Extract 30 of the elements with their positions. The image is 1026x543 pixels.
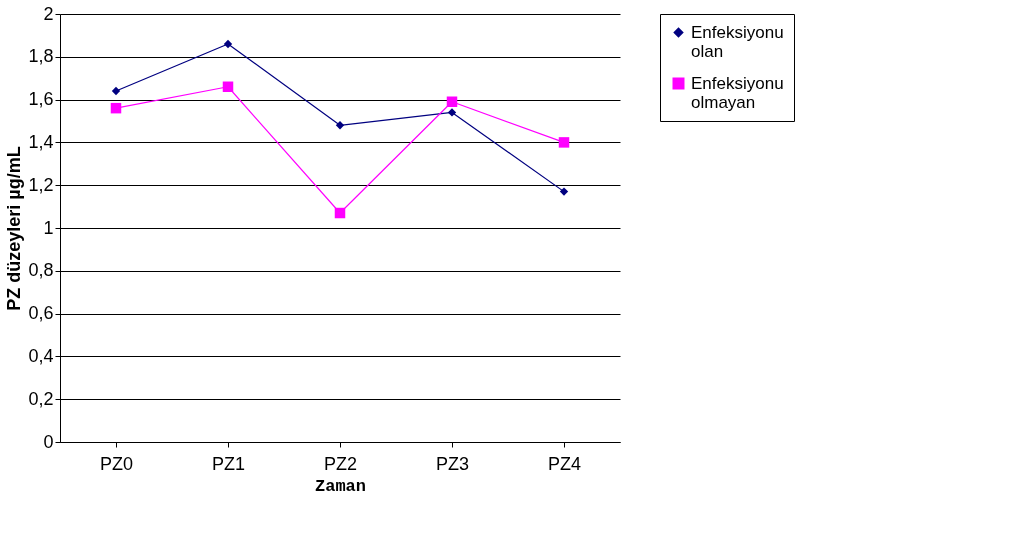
x-axis-title: Zaman bbox=[314, 476, 367, 496]
point bbox=[559, 187, 569, 196]
y-tick-label: 0,6 bbox=[28, 303, 54, 324]
y-tick-label: 1,6 bbox=[28, 89, 54, 110]
y-tick-label: 1 bbox=[43, 217, 54, 238]
x-tick-label: PZ3 bbox=[435, 453, 470, 474]
y-tick-label: 2 bbox=[43, 3, 54, 24]
point bbox=[334, 207, 346, 219]
legend-label: Enfeksiyonu olan bbox=[691, 22, 784, 61]
y-axis-title: PZ düzeyleri µg/mL bbox=[4, 146, 25, 311]
y-tick-label: 0,2 bbox=[28, 388, 54, 409]
x-tick-label: PZ0 bbox=[99, 453, 134, 474]
point bbox=[446, 96, 458, 107]
point bbox=[335, 121, 345, 130]
point bbox=[558, 137, 570, 148]
y-tick-label: 1,4 bbox=[28, 131, 54, 152]
point bbox=[223, 39, 233, 49]
y-tick-label: 0,8 bbox=[28, 260, 54, 281]
y-tick-label: 1,8 bbox=[28, 46, 54, 67]
point bbox=[111, 86, 121, 96]
point bbox=[222, 81, 234, 92]
x-tick-label: PZ1 bbox=[211, 453, 246, 474]
y-tick-label: 0,4 bbox=[28, 345, 54, 366]
y-tick-label: 0 bbox=[43, 431, 54, 452]
x-tick-label: PZ4 bbox=[547, 453, 582, 474]
point bbox=[447, 108, 457, 117]
legend-label: Enfeksiyonu olmayan bbox=[691, 73, 784, 112]
point bbox=[110, 102, 122, 114]
x-tick-label: PZ2 bbox=[323, 453, 358, 474]
y-tick-label: 1,2 bbox=[28, 174, 54, 195]
